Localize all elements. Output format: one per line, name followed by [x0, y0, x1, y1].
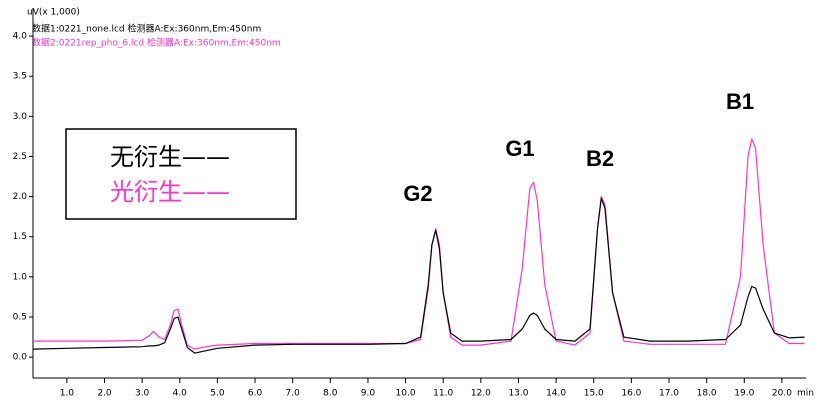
peak-label: B1	[726, 89, 754, 114]
y-tick-label: 2.5	[13, 152, 27, 162]
x-axis-label: min	[797, 389, 814, 399]
x-tick-label: 18.0	[697, 389, 717, 399]
x-tick-label: 17.0	[659, 389, 679, 399]
subtitle: 数据1:0221_none.lcd 检测器A:Ex:360nm,Em:450nm	[32, 23, 261, 35]
legend-label: 光衍生——	[110, 178, 230, 206]
x-tick-label: 15.0	[584, 389, 604, 399]
y-tick-label: 3.5	[13, 72, 27, 82]
x-tick-label: 5.0	[210, 389, 225, 399]
x-tick-label: 2.0	[97, 389, 112, 399]
y-tick-label: 1.5	[13, 232, 27, 242]
x-tick-label: 4.0	[173, 389, 188, 399]
x-tick-label: 20.0	[772, 389, 792, 399]
y-tick-label: 1.0	[13, 272, 28, 282]
subtitle: 数据2:0221rep_pho_6.lcd 检测器A:Ex:360nm,Em:4…	[32, 37, 281, 49]
y-axis-label: uV(x 1,000)	[27, 8, 80, 18]
legend-label: 无衍生——	[110, 143, 230, 171]
y-tick-label: 3.0	[13, 112, 28, 122]
y-tick-label: 0.5	[13, 313, 27, 323]
peak-label: B2	[586, 146, 614, 171]
y-tick-label: 4.0	[13, 32, 28, 42]
peak-label: G1	[505, 136, 534, 161]
series-line	[33, 138, 805, 350]
x-tick-label: 1.0	[60, 389, 75, 399]
x-tick-label: 13.0	[508, 389, 528, 399]
x-tick-label: 6.0	[248, 389, 263, 399]
x-tick-label: 12.0	[471, 389, 491, 399]
y-tick-label: 0.0	[13, 353, 28, 363]
x-tick-label: 11.0	[433, 389, 453, 399]
y-tick-label: 2.0	[13, 192, 28, 202]
x-tick-label: 10.0	[396, 389, 416, 399]
x-tick-label: 16.0	[621, 389, 641, 399]
x-tick-label: 8.0	[323, 389, 338, 399]
series-line	[32, 197, 805, 354]
x-tick-label: 19.0	[734, 389, 754, 399]
peak-label: G2	[403, 181, 432, 206]
x-tick-label: 14.0	[546, 389, 566, 399]
x-tick-label: 3.0	[135, 389, 150, 399]
legend-box	[65, 128, 297, 220]
x-tick-label: 9.0	[361, 389, 376, 399]
x-tick-label: 7.0	[286, 389, 301, 399]
